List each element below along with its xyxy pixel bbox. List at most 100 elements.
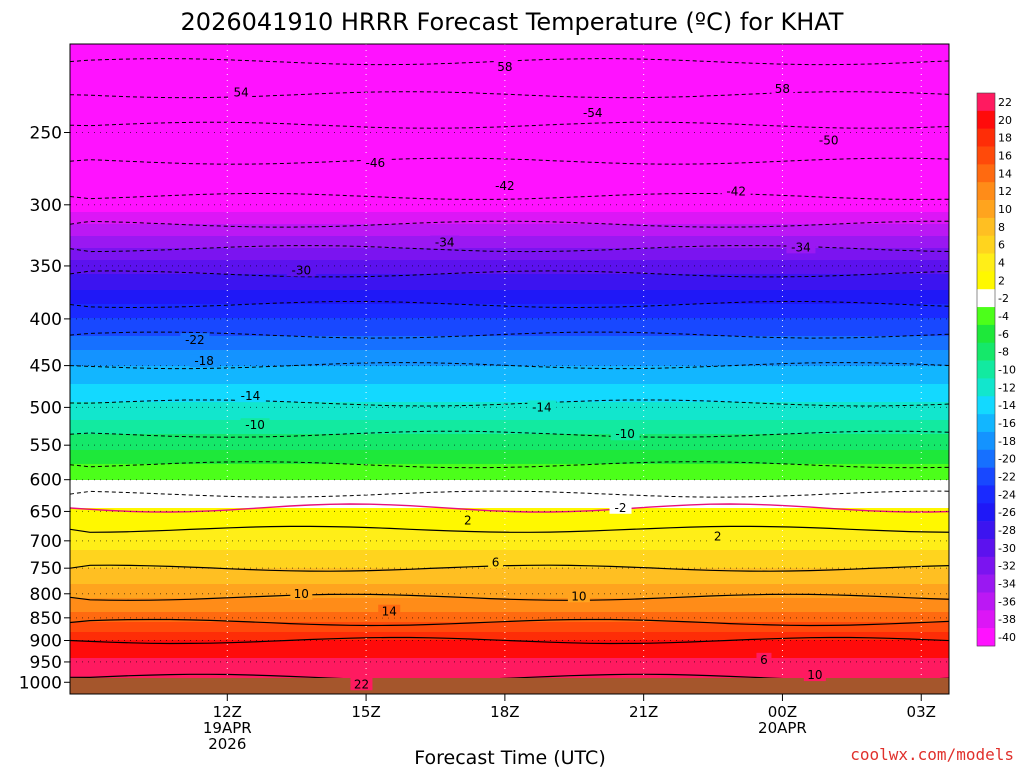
temperature-band xyxy=(70,642,949,645)
temperature-band xyxy=(70,232,949,235)
temperature-band xyxy=(70,284,949,287)
isotherm-line xyxy=(70,525,949,533)
temperature-band xyxy=(70,350,949,353)
temperature-band xyxy=(70,590,949,593)
temperature-band xyxy=(70,630,949,633)
colorbar-swatch xyxy=(977,574,995,593)
temperature-band xyxy=(70,144,949,147)
temperature-band xyxy=(70,530,949,533)
colorbar-swatch xyxy=(977,128,995,147)
temperature-band xyxy=(70,612,949,615)
contour-label: 58 xyxy=(775,82,790,96)
temperature-band xyxy=(70,86,949,89)
colorbar-swatch xyxy=(977,396,995,415)
temperature-band xyxy=(70,660,949,663)
temperature-band xyxy=(70,324,949,327)
temperature-band xyxy=(70,576,949,579)
colorbar-swatch xyxy=(977,271,995,290)
temperature-band xyxy=(70,352,949,355)
contour-label-bg xyxy=(786,240,816,254)
contour-label: 22 xyxy=(354,677,369,691)
contour-label: -10 xyxy=(245,418,265,432)
temperature-band xyxy=(70,332,949,335)
temperature-band xyxy=(70,512,949,515)
temperature-band xyxy=(70,226,949,229)
colorbar-label: -32 xyxy=(998,560,1016,573)
contour-label-bg xyxy=(350,677,373,691)
temperature-band xyxy=(70,268,949,271)
x-axis-label: Forecast Time (UTC) xyxy=(414,747,605,768)
temperature-band xyxy=(70,652,949,655)
temperature-band xyxy=(70,330,949,333)
temperature-band xyxy=(70,238,949,241)
temperature-band xyxy=(70,282,949,285)
temperature-band xyxy=(70,610,949,613)
temperature-band xyxy=(70,272,949,275)
contour-label: -42 xyxy=(495,179,515,193)
contour-label-bg xyxy=(756,652,772,666)
temperature-band xyxy=(70,624,949,627)
contour-label-bg xyxy=(378,604,401,618)
temperature-band xyxy=(70,676,949,679)
temperature-band xyxy=(70,464,949,467)
y-tick-label: 950 xyxy=(30,653,62,673)
temperature-band xyxy=(70,306,949,309)
contour-label-bg xyxy=(430,235,460,249)
colorbar-label: -12 xyxy=(998,381,1016,394)
temperature-band xyxy=(70,246,949,249)
temperature-band xyxy=(70,476,949,479)
colorbar-swatch xyxy=(977,217,995,237)
colorbar-swatch xyxy=(977,556,995,575)
temperature-band xyxy=(70,320,949,323)
temperature-band xyxy=(70,398,949,401)
contour-label-bg xyxy=(290,586,313,600)
temperature-band xyxy=(70,606,949,609)
temperature-band xyxy=(70,550,949,553)
temperature-band xyxy=(70,468,949,471)
temperature-band xyxy=(70,392,949,395)
temperature-band xyxy=(70,114,949,117)
colorbar-label: 12 xyxy=(998,185,1012,198)
temperature-band xyxy=(70,384,949,387)
temperature-band xyxy=(70,358,949,361)
temperature-band xyxy=(70,638,949,641)
colorbar-label: 10 xyxy=(998,203,1012,216)
temperature-band xyxy=(70,236,949,239)
contour-label-bg xyxy=(189,354,219,368)
temperature-band xyxy=(70,336,949,339)
y-tick-label: 450 xyxy=(30,357,62,377)
temperature-band xyxy=(70,88,949,91)
colorbar-label: -40 xyxy=(998,631,1016,644)
temperature-band xyxy=(70,228,949,231)
temperature-band xyxy=(70,450,949,453)
temperature-band xyxy=(70,58,949,61)
temperature-band xyxy=(70,634,949,637)
colorbar-swatch xyxy=(977,146,995,165)
temperature-band xyxy=(70,216,949,219)
temperature-band xyxy=(70,388,949,391)
temperature-band xyxy=(70,340,949,343)
colorbar-label: -16 xyxy=(998,417,1016,430)
temperature-band xyxy=(70,436,949,439)
contour-label: -42 xyxy=(726,184,746,198)
temperature-band xyxy=(70,298,949,301)
temperature-band xyxy=(70,376,949,379)
pressure-axis: 2503003504004505005506006507007508008509… xyxy=(19,123,70,693)
temperature-band xyxy=(70,84,949,87)
temperature-band xyxy=(70,560,949,563)
temperature-band xyxy=(70,92,949,95)
colorbar-swatch xyxy=(977,521,995,540)
x-tick-label: 12Z xyxy=(213,703,242,721)
y-tick-label: 400 xyxy=(30,310,62,330)
credit-link[interactable]: coolwx.com/models xyxy=(850,745,1014,764)
temperature-band xyxy=(70,116,949,119)
colorbar-swatch xyxy=(977,610,995,629)
temperature-band xyxy=(70,200,949,203)
temperature-band xyxy=(70,122,949,125)
temperature-band xyxy=(70,102,949,105)
temperature-band xyxy=(70,302,949,305)
temperature-band xyxy=(70,632,949,635)
temperature-band xyxy=(70,80,949,83)
temperature-band xyxy=(70,474,949,477)
temperature-band xyxy=(70,364,949,367)
